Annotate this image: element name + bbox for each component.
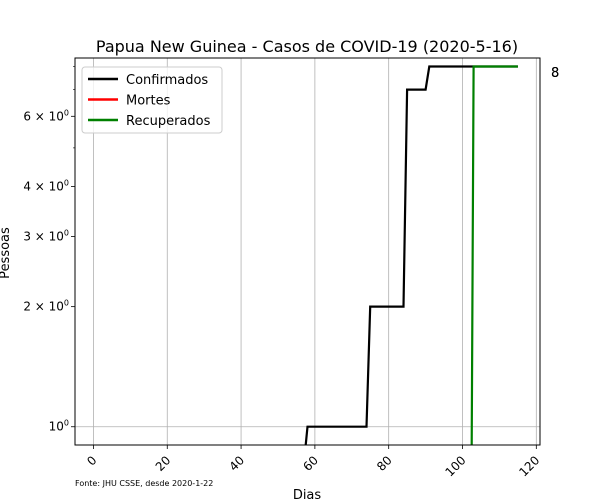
y-tick-label: 2 × 100 [23, 299, 69, 314]
plot-frame [74, 57, 541, 446]
y-axis-label: Pessoas [0, 227, 13, 279]
x-tick-label: 80 [374, 453, 395, 474]
y-tick-label: 6 × 100 [23, 108, 69, 123]
y-tick-label: 4 × 100 [23, 179, 69, 194]
x-tick-label: 100 [443, 453, 469, 479]
x-tick-label: 120 [516, 453, 542, 479]
legend-label: Mortes [126, 94, 171, 109]
legend: Confirmados Mortes Recuperados [81, 66, 223, 134]
legend-label: Recuperados [126, 114, 211, 129]
y-tick-label: 100 [49, 419, 69, 434]
x-tick-label: 40 [226, 453, 247, 474]
x-axis-label: Dias [293, 488, 322, 500]
legend-label: Confirmados [126, 73, 208, 88]
x-tick-label: 0 [84, 453, 99, 468]
end-value-label: 8 [551, 66, 559, 81]
x-tick-label: 20 [153, 453, 174, 474]
end-value-label: 8 [551, 66, 559, 81]
series-line-0 [304, 65, 518, 445]
chart-title: Papua New Guinea - Casos de COVID-19 (20… [96, 37, 518, 56]
legend-box [81, 66, 223, 134]
series-lines [304, 65, 518, 445]
end-labels: 88 [551, 66, 559, 81]
series-line-2 [470, 65, 518, 445]
y-tick-label: 3 × 100 [23, 228, 69, 243]
x-tick-label: 60 [300, 453, 321, 474]
source-note: Fonte: JHU CSSE, desde 2020-1-22 [75, 479, 214, 488]
